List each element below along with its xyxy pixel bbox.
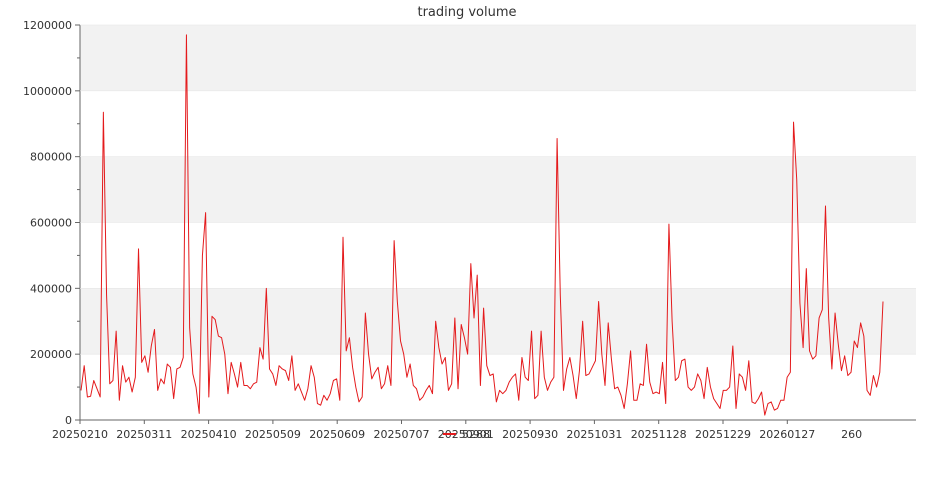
- axes: [75, 24, 916, 424]
- y-tick-label: 1200000: [23, 19, 72, 32]
- x-tick-label: 20250410: [181, 428, 237, 441]
- series-line-5288: [80, 34, 884, 416]
- x-tick-label: 20250210: [52, 428, 108, 441]
- grid-band: [80, 288, 916, 355]
- x-tick-label: 20250901: [438, 428, 494, 441]
- x-tick-labels: 20250210 20250311 20250410 20250509 20250609…: [52, 428, 862, 441]
- plot-area: [80, 34, 884, 416]
- grid-band: [80, 156, 916, 223]
- x-tick-label: 20251128: [631, 428, 687, 441]
- y-tick-label: 600000: [30, 217, 72, 230]
- x-tick-label: 20250707: [374, 428, 430, 441]
- x-tick-label: 20250930: [502, 428, 558, 441]
- x-tick-label: 20251031: [566, 428, 622, 441]
- y-tick-labels: 0 200000 400000 600000 800000 1000000 1200000: [23, 19, 72, 427]
- x-tick-label: 20250509: [245, 428, 301, 441]
- legend-label-5288: 5288: [462, 428, 490, 441]
- legend: 5288: [443, 428, 490, 441]
- x-tick-label: 20260127: [759, 428, 815, 441]
- x-tick-label: 20250609: [309, 428, 365, 441]
- y-tick-label: 200000: [30, 348, 72, 361]
- background-bands: [80, 25, 916, 355]
- grid-band: [80, 25, 916, 91]
- y-tick-label: 0: [65, 414, 72, 427]
- x-tick-label: 20250311: [116, 428, 172, 441]
- x-tick-label: 260: [841, 428, 862, 441]
- chart-title: trading volume: [417, 5, 516, 20]
- y-tick-label: 400000: [30, 282, 72, 295]
- x-tick-label: 20251229: [695, 428, 751, 441]
- y-tick-label: 1000000: [23, 85, 72, 98]
- y-tick-label: 800000: [30, 151, 72, 164]
